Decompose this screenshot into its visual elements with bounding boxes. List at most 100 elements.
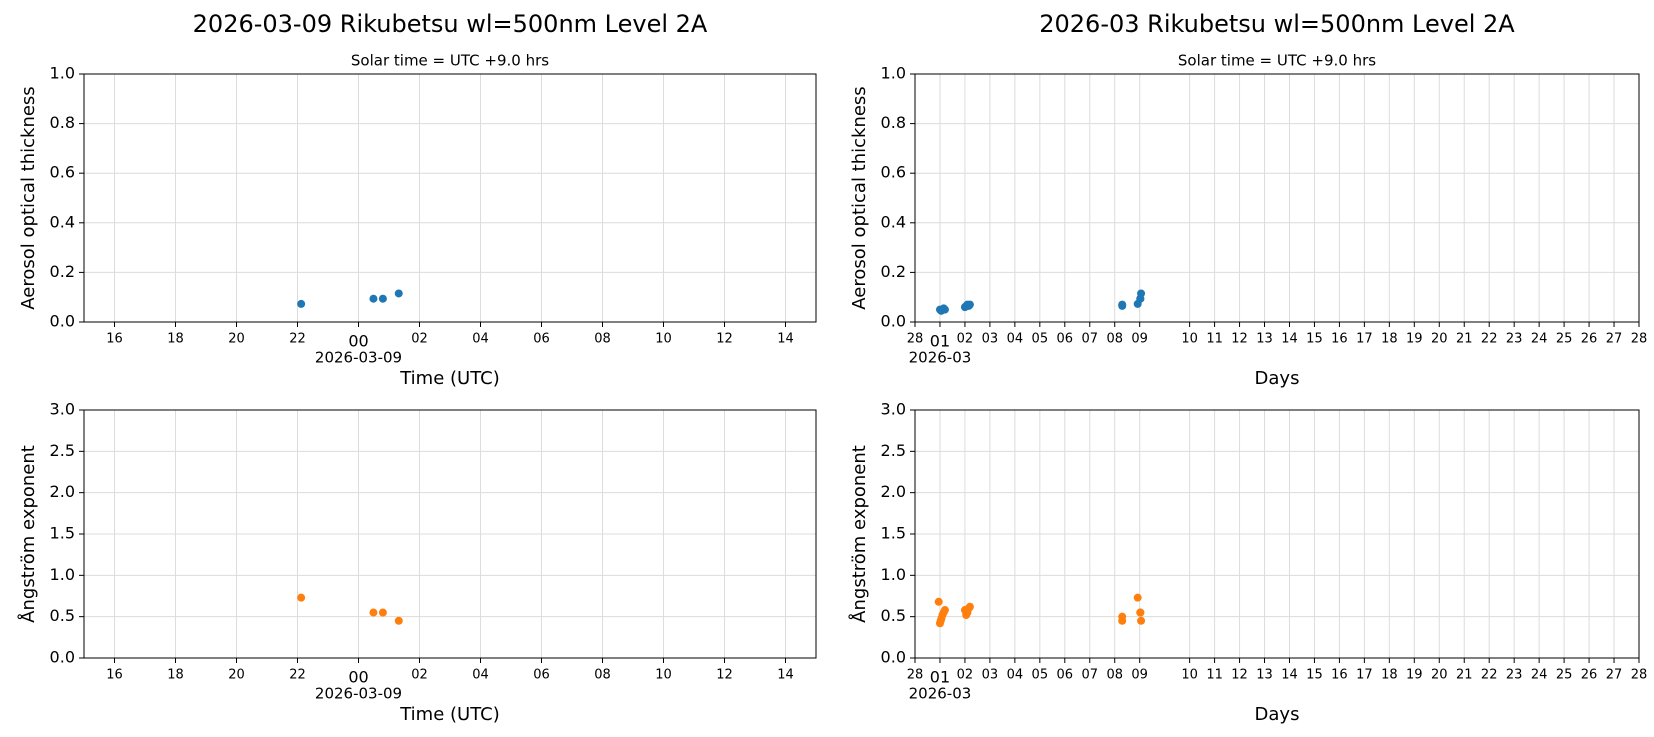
x-tick-label: 22 [1481,668,1498,683]
x-tick-label: 18 [167,332,184,347]
x-tick-label: 08 [594,332,611,347]
x-tick-label: 03 [982,332,999,347]
data-point [965,602,974,611]
y-tick-label: 2.5 [881,441,906,460]
x-tick-label: 28 [907,668,924,683]
y-tick-label: 1.5 [50,524,75,543]
x-axis-label: Time (UTC) [399,368,500,389]
x-tick-label: 11 [1206,668,1223,683]
x-tick-label: 17 [1356,332,1373,347]
y-tick-label: 1.0 [50,565,75,584]
data-point [1136,608,1145,617]
y-tick-label: 2.0 [881,482,906,501]
y-tick-label: 1.0 [881,64,906,83]
y-tick-label: 0.0 [881,312,906,331]
x-tick-label: 28 [1631,332,1648,347]
x-tick-label: 25 [1556,332,1573,347]
x-tick-label: 13 [1256,332,1273,347]
x-tick-label: 06 [533,668,550,683]
offset-label: 2026-03-09 [315,685,402,703]
y-tick-label: 3.0 [50,400,75,419]
y-tick-label: 0.5 [881,606,906,625]
x-axis-label: Time (UTC) [399,704,500,725]
plot-frame [83,409,817,659]
x-tick-label: 10 [655,332,672,347]
x-tick-label: 05 [1032,668,1049,683]
x-tick-label: 24 [1531,332,1548,347]
x-tick-label: 25 [1556,668,1573,683]
x-tick-label: 21 [1456,332,1473,347]
x-tick-label: 26 [1581,668,1598,683]
x-tick-label: 12 [1231,668,1248,683]
x-tick-label: 16 [106,668,123,683]
x-tick-label: 08 [1106,332,1123,347]
x-tick-label: 26 [1581,332,1598,347]
data-point [378,294,387,303]
data-point [394,616,403,625]
x-tick-label: 28 [907,332,924,347]
x-tick-label: 04 [1007,668,1024,683]
x-tick-label: 03 [982,668,999,683]
y-tick-label: 0.6 [50,163,75,182]
x-tick-label: 02 [957,668,974,683]
y-tick-label: 0.2 [50,262,75,281]
x-tick-label: 02 [957,332,974,347]
y-tick-label: 2.5 [50,441,75,460]
x-tick-label: 09 [1131,668,1148,683]
x-tick-label: 13 [1256,668,1273,683]
data-point [369,294,378,303]
x-tick-label: 14 [1281,332,1298,347]
x-tick-label: 08 [594,668,611,683]
y-tick-label: 2.0 [50,482,75,501]
y-tick-label: 3.0 [881,400,906,419]
x-tick-label: 07 [1081,668,1098,683]
x-tick-label: 19 [1406,668,1423,683]
x-tick-label: 02 [411,332,428,347]
data-point [1118,300,1127,309]
x-tick-label: 00 [348,332,368,351]
y-tick-label: 0.0 [50,648,75,667]
chart-title: 2026-03-09 Rikubetsu wl=500nm Level 2A [193,10,708,38]
x-tick-label: 20 [1431,668,1448,683]
x-tick-label: 19 [1406,332,1423,347]
y-tick-label: 0.0 [881,648,906,667]
y-tick-label: 0.2 [881,262,906,281]
data-point [1133,593,1142,602]
x-tick-label: 20 [228,332,245,347]
x-tick-label: 15 [1306,332,1323,347]
x-tick-label: 24 [1531,668,1548,683]
data-point [394,289,403,298]
x-tick-label: 09 [1131,332,1148,347]
x-tick-label: 20 [1431,332,1448,347]
x-tick-label: 10 [655,668,672,683]
x-tick-label: 04 [472,668,489,683]
x-tick-label: 22 [289,668,306,683]
x-tick-label: 11 [1206,332,1223,347]
x-tick-label: 04 [1007,332,1024,347]
offset-label: 2026-03-09 [315,349,402,367]
x-tick-label: 20 [228,668,245,683]
x-tick-label: 28 [1631,668,1648,683]
x-tick-label: 08 [1106,668,1123,683]
y-tick-label: 0.0 [50,312,75,331]
y-tick-label: 1.0 [50,64,75,83]
x-tick-label: 14 [1281,668,1298,683]
x-tick-label: 12 [716,332,733,347]
data-point [1137,289,1146,298]
x-tick-label: 12 [716,668,733,683]
data-point [934,597,943,606]
x-tick-label: 00 [348,668,368,687]
y-axis-label: Aerosol optical thickness [849,86,870,309]
data-point [297,299,306,308]
x-tick-label: 18 [167,668,184,683]
data-point [940,606,949,615]
offset-label: 2026-03 [909,685,972,703]
x-axis-label: Days [1255,704,1300,725]
y-tick-label: 0.8 [881,113,906,132]
x-tick-label: 27 [1606,668,1623,683]
x-tick-label: 15 [1306,668,1323,683]
x-tick-label: 17 [1356,668,1373,683]
x-tick-label: 01 [930,332,950,351]
data-point [378,608,387,617]
